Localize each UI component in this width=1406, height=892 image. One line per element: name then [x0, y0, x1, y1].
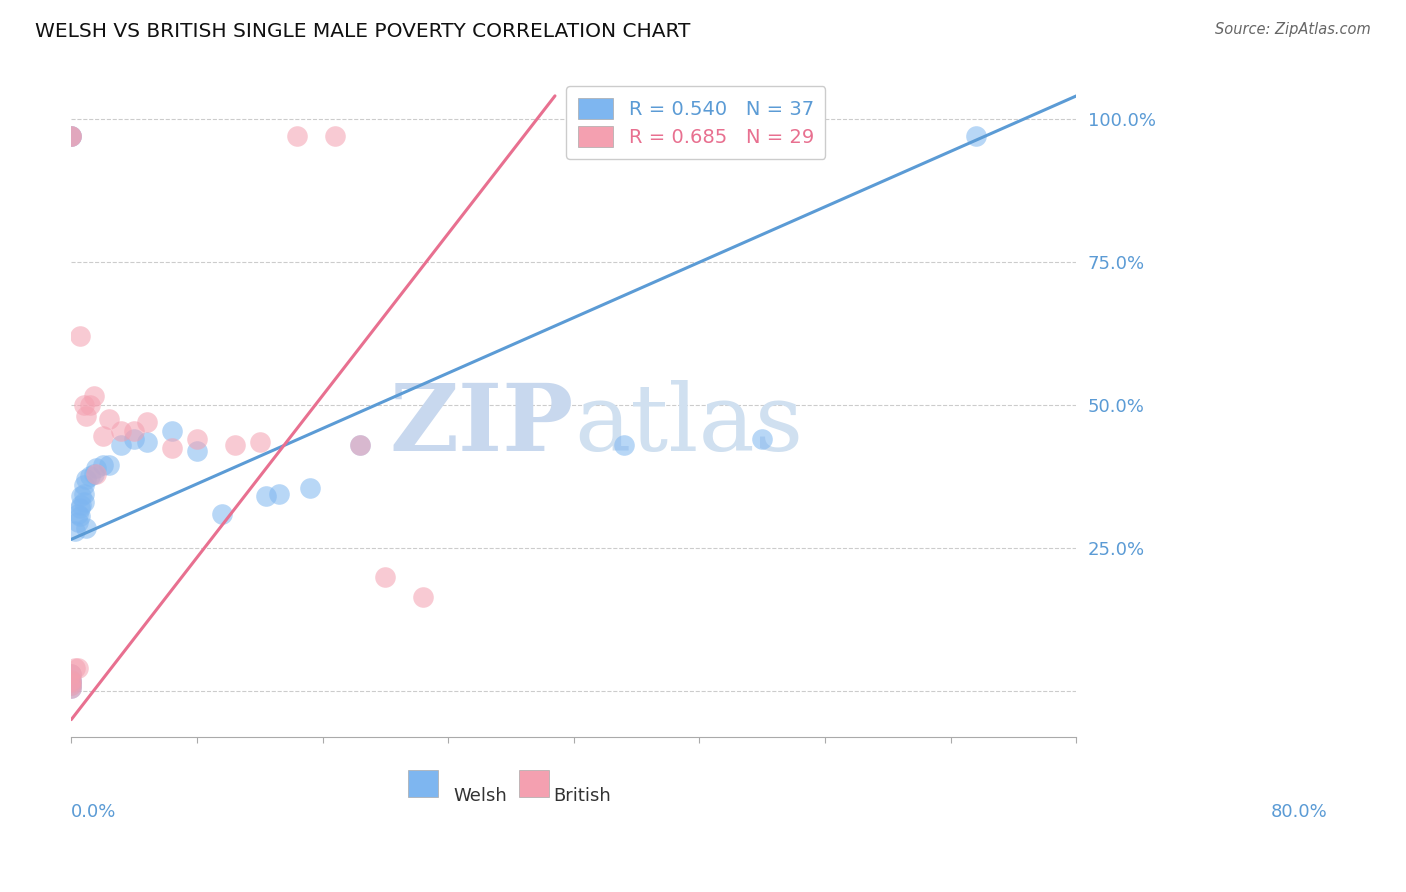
Text: ZIP: ZIP	[389, 380, 574, 470]
Point	[73, 486, 96, 500]
Point	[135, 435, 157, 450]
Point	[60, 681, 83, 695]
Point	[224, 438, 246, 452]
Point	[249, 435, 271, 450]
Point	[79, 398, 101, 412]
Point	[60, 675, 83, 690]
Point	[79, 469, 101, 483]
Point	[97, 412, 120, 426]
Point	[160, 441, 183, 455]
Point	[60, 678, 83, 692]
Point	[69, 509, 91, 524]
Point	[66, 661, 89, 675]
Point	[63, 661, 86, 675]
Point	[349, 438, 371, 452]
Point	[374, 569, 396, 583]
Point	[63, 524, 86, 538]
FancyBboxPatch shape	[519, 770, 548, 797]
Text: Source: ZipAtlas.com: Source: ZipAtlas.com	[1215, 22, 1371, 37]
Point	[613, 438, 636, 452]
Point	[60, 128, 83, 143]
Text: WELSH VS BRITISH SINGLE MALE POVERTY CORRELATION CHART: WELSH VS BRITISH SINGLE MALE POVERTY COR…	[35, 22, 690, 41]
Text: British: British	[554, 787, 612, 805]
Point	[60, 128, 83, 143]
Point	[60, 666, 83, 681]
Point	[60, 666, 83, 681]
Point	[69, 329, 91, 343]
Point	[91, 429, 114, 443]
Point	[254, 490, 277, 504]
Point	[70, 490, 93, 504]
Text: 80.0%: 80.0%	[1271, 803, 1327, 822]
Point	[186, 432, 208, 446]
Point	[70, 498, 93, 512]
Text: atlas: atlas	[574, 380, 803, 470]
Point	[91, 458, 114, 472]
Point	[122, 432, 145, 446]
Point	[73, 495, 96, 509]
Point	[75, 472, 97, 486]
Point	[60, 675, 83, 690]
Point	[135, 415, 157, 429]
Point	[66, 515, 89, 529]
Point	[60, 673, 83, 687]
Point	[73, 398, 96, 412]
Point	[86, 467, 108, 481]
Point	[751, 432, 773, 446]
Point	[60, 681, 83, 695]
Point	[110, 438, 132, 452]
Point	[186, 443, 208, 458]
Point	[298, 481, 321, 495]
Point	[60, 128, 83, 143]
Point	[60, 678, 83, 692]
Legend: R = 0.540   N = 37, R = 0.685   N = 29: R = 0.540 N = 37, R = 0.685 N = 29	[567, 86, 825, 159]
Point	[287, 128, 309, 143]
Point	[160, 424, 183, 438]
Point	[349, 438, 371, 452]
Point	[83, 467, 105, 481]
Point	[60, 128, 83, 143]
Point	[75, 521, 97, 535]
Point	[267, 486, 290, 500]
Point	[86, 460, 108, 475]
Point	[110, 424, 132, 438]
Point	[412, 590, 434, 604]
Point	[69, 500, 91, 515]
Point	[60, 673, 83, 687]
Point	[97, 458, 120, 472]
Text: 0.0%: 0.0%	[72, 803, 117, 822]
Point	[75, 409, 97, 424]
Point	[83, 389, 105, 403]
Point	[66, 507, 89, 521]
Point	[965, 128, 987, 143]
Point	[73, 478, 96, 492]
FancyBboxPatch shape	[408, 770, 439, 797]
Point	[122, 424, 145, 438]
Point	[211, 507, 233, 521]
Text: Welsh: Welsh	[453, 787, 508, 805]
Point	[323, 128, 346, 143]
